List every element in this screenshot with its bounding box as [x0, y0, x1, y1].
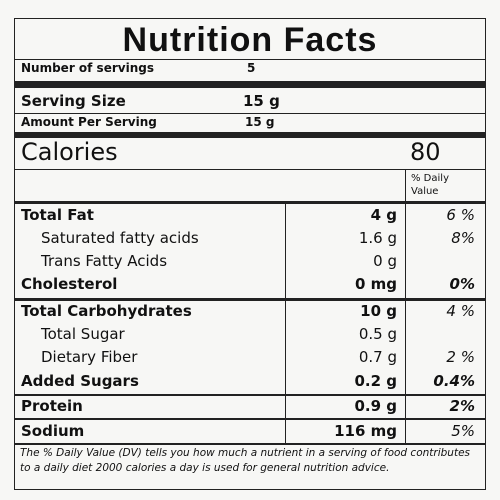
rule: [15, 298, 485, 301]
label-box: Nutrition Facts Number of servings 5 Ser…: [14, 18, 486, 490]
column-rule: [405, 169, 407, 444]
nutrient-amount: 4 g: [370, 206, 397, 224]
nutrient-amount: 0.9 g: [354, 397, 397, 415]
nutrient-name: Saturated fatty acids: [41, 229, 199, 247]
rule: [15, 132, 485, 138]
dv-header: % Daily Value: [411, 173, 449, 197]
nutrient-name: Total Carbohydrates: [21, 302, 192, 320]
nutrient-name: Trans Fatty Acids: [41, 252, 168, 270]
rule: [15, 201, 485, 204]
amount-value: 15 g: [245, 115, 275, 129]
rule: [15, 113, 485, 114]
nutrient-amount: 1.6 g: [358, 229, 397, 247]
nutrient-amount: 0 g: [373, 252, 397, 270]
daily-value: 6 %: [446, 206, 475, 224]
nutrient-amount: 116 mg: [334, 422, 397, 440]
serving-size-label: Serving Size: [21, 92, 126, 110]
title: Nutrition Facts: [122, 21, 378, 59]
daily-value: 0.4%: [433, 372, 475, 390]
daily-value: 5%: [451, 422, 475, 440]
nutrient-name: Protein: [21, 397, 83, 415]
rule: [15, 418, 485, 420]
nutrient-name: Sodium: [21, 422, 85, 440]
nutrient-amount: 0 mg: [354, 275, 397, 293]
servings-value: 5: [247, 61, 256, 75]
column-rule: [285, 203, 287, 444]
nutrient-amount: 0.5 g: [358, 325, 397, 343]
amount-label: Amount Per Serving: [21, 115, 157, 129]
nutrient-name: Added Sugars: [21, 372, 139, 390]
daily-value: 2%: [449, 397, 475, 415]
rule: [15, 394, 485, 396]
calories-value: 80: [410, 138, 441, 166]
nutrient-name: Total Sugar: [41, 325, 125, 343]
rule: [15, 81, 485, 88]
rule: [15, 59, 485, 60]
rule: [15, 169, 485, 170]
nutrient-name: Cholesterol: [21, 275, 118, 293]
daily-value: 2 %: [446, 348, 475, 366]
serving-size-value: 15 g: [243, 92, 280, 110]
daily-value: 4 %: [446, 302, 475, 320]
nutrient-amount: 10 g: [360, 302, 397, 320]
nutrient-name: Total Fat: [21, 206, 94, 224]
nutrient-amount: 0.2 g: [354, 372, 397, 390]
daily-value: 0%: [449, 275, 475, 293]
servings-label: Number of servings: [21, 61, 154, 75]
nutrient-name: Dietary Fiber: [41, 348, 138, 366]
rule: [15, 443, 485, 445]
daily-value: 8%: [451, 229, 475, 247]
footnote: The % Daily Value (DV) tells you how muc…: [20, 447, 470, 474]
calories-label: Calories: [21, 138, 118, 166]
nutrient-amount: 0.7 g: [358, 348, 397, 366]
